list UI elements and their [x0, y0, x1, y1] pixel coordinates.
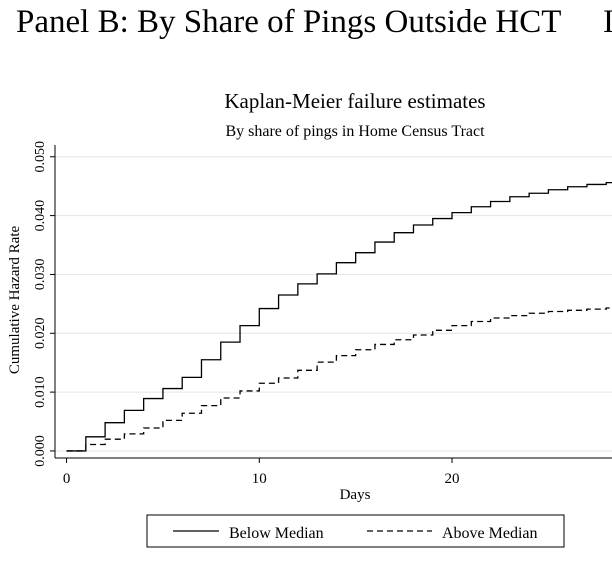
- y-axis-label: Cumulative Hazard Rate: [7, 226, 23, 375]
- series-line-below-median: [66, 182, 612, 452]
- ticks: 0.000 0.010 0.020 0.030 0.040 0.050 0 10 20: [33, 141, 460, 487]
- legend-label-above-median: Above Median: [442, 525, 538, 542]
- y-tick-label: 0.050: [33, 141, 48, 173]
- series-line-above-median: [66, 307, 612, 452]
- y-tick-label: 0.030: [33, 259, 48, 291]
- series: [66, 182, 612, 452]
- y-tick-label: 0.020: [33, 318, 48, 350]
- y-tick-label: 0.000: [33, 435, 48, 467]
- gridlines: [55, 156, 612, 452]
- panel-title-cutoff-glyph: I: [603, 4, 612, 40]
- panel-title: Panel B: By Share of Pings Outside HCT: [16, 4, 562, 40]
- x-tick-label: 20: [445, 471, 460, 487]
- x-axis-label: Days: [340, 487, 371, 503]
- x-tick-label: 0: [63, 471, 71, 487]
- y-tick-label: 0.010: [33, 376, 48, 408]
- chart-title: Kaplan-Meier failure estimates: [224, 89, 485, 113]
- chart-subtitle: By share of pings in Home Census Tract: [225, 123, 485, 140]
- legend-label-below-median: Below Median: [229, 525, 324, 542]
- x-tick-label: 10: [252, 471, 267, 487]
- y-tick-label: 0.040: [33, 200, 48, 232]
- legend: Below Median Above Median: [146, 514, 565, 548]
- axes: [54, 145, 612, 459]
